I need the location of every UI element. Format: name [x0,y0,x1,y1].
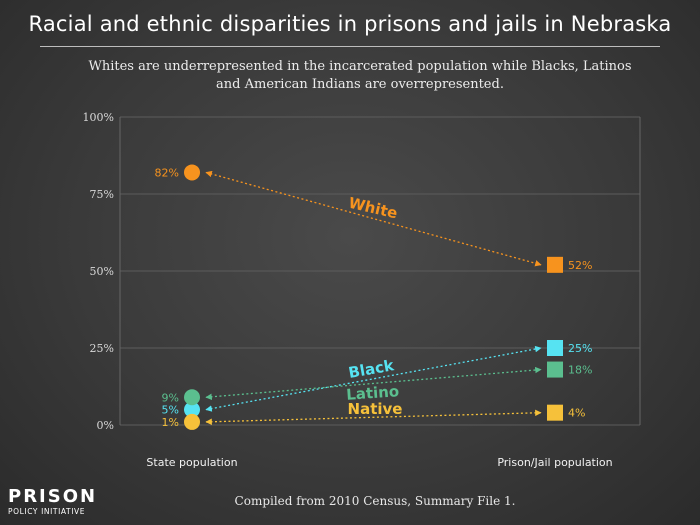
state-population-point [184,401,200,418]
series-label: White [347,194,399,223]
state-population-point [184,389,200,406]
x-category-label: State population [146,456,237,469]
data-label: 25% [568,342,592,355]
prison-population-point [547,361,563,378]
data-label: 4% [568,407,585,420]
state-population-point [184,164,200,181]
state-population-point [184,413,200,430]
y-tick-label: 0% [97,419,114,432]
data-label: 52% [568,259,592,272]
x-category-label: Prison/Jail population [497,456,612,469]
prison-population-point [547,404,563,421]
connector-arrow [205,409,542,426]
series-label: Latino [346,382,400,404]
logo-line-2: POLICY INITIATIVE [8,507,86,516]
series-label: Native [348,400,403,418]
series-label: Black [347,356,396,382]
prison-population-point [547,256,563,273]
organization-logo: PRISON POLICY INITIATIVE [8,487,97,517]
title-divider [40,46,660,47]
connector-arrow [205,366,542,401]
y-tick-label: 25% [90,342,114,355]
prison-population-point [547,340,563,356]
data-label: 18% [568,364,592,377]
chart-subtitle: Whites are underrepresented in the incar… [88,59,632,92]
chart-title: Racial and ethnic disparities in prisons… [28,12,672,36]
y-tick-label: 75% [90,188,114,201]
y-tick-label: 50% [90,265,114,278]
data-label: 82% [155,166,179,179]
logo-line-1: PRISON [8,486,98,507]
source-note: Compiled from 2010 Census, Summary File … [234,494,516,508]
data-label: 5% [162,404,179,417]
connector-arrow [205,345,542,412]
connector-arrow [205,170,542,267]
data-label: 9% [162,391,179,404]
data-label: 1% [162,416,179,429]
y-tick-label: 100% [83,111,114,124]
